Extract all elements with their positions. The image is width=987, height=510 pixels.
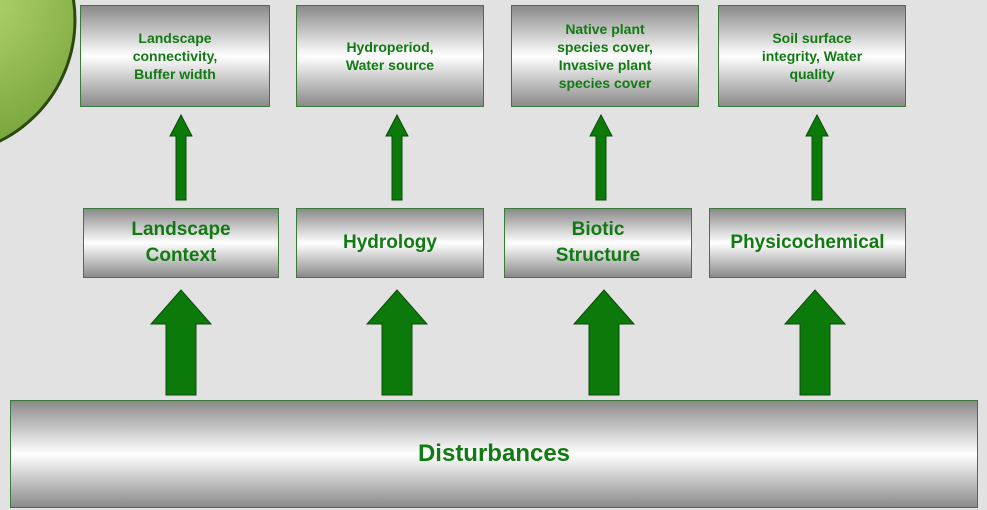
box-label: Soil surface <box>772 29 851 47</box>
box-label: quality <box>789 65 834 83</box>
box-label: Hydroperiod, <box>346 38 433 56</box>
box-label: Disturbances <box>418 440 570 468</box>
thick-arrow <box>367 290 427 395</box>
thin-arrow <box>590 115 612 200</box>
box-label: species cover <box>559 74 652 92</box>
mid-box: Hydrology <box>296 208 484 278</box>
thick-arrow <box>574 290 634 395</box>
grass-circle <box>0 0 75 155</box>
thick-arrow <box>151 290 211 395</box>
box-label: Invasive plant <box>559 56 652 74</box>
box-label: integrity, Water <box>762 47 862 65</box>
thin-arrow <box>386 115 408 200</box>
mid-box: Physicochemical <box>709 208 906 278</box>
thin-arrow <box>170 115 192 200</box>
disturbances-box: Disturbances <box>10 400 978 508</box>
box-label: connectivity, <box>133 47 218 65</box>
box-label: Landscape <box>131 217 230 243</box>
thin-arrow <box>806 115 828 200</box>
diagram: Landscapeconnectivity,Buffer widthHydrop… <box>0 0 987 510</box>
box-label: Buffer width <box>134 65 216 83</box>
box-label: species cover, <box>557 38 653 56</box>
box-label: Hydrology <box>343 230 437 256</box>
box-label: Structure <box>556 243 640 269</box>
box-label: Native plant <box>565 20 644 38</box>
box-label: Water source <box>346 56 434 74</box>
box-label: Biotic <box>572 217 625 243</box>
thick-arrow <box>785 290 845 395</box>
box-label: Context <box>146 243 217 269</box>
box-label: Landscape <box>138 29 211 47</box>
box-label: Physicochemical <box>730 230 884 256</box>
top-box: Hydroperiod,Water source <box>296 5 484 107</box>
